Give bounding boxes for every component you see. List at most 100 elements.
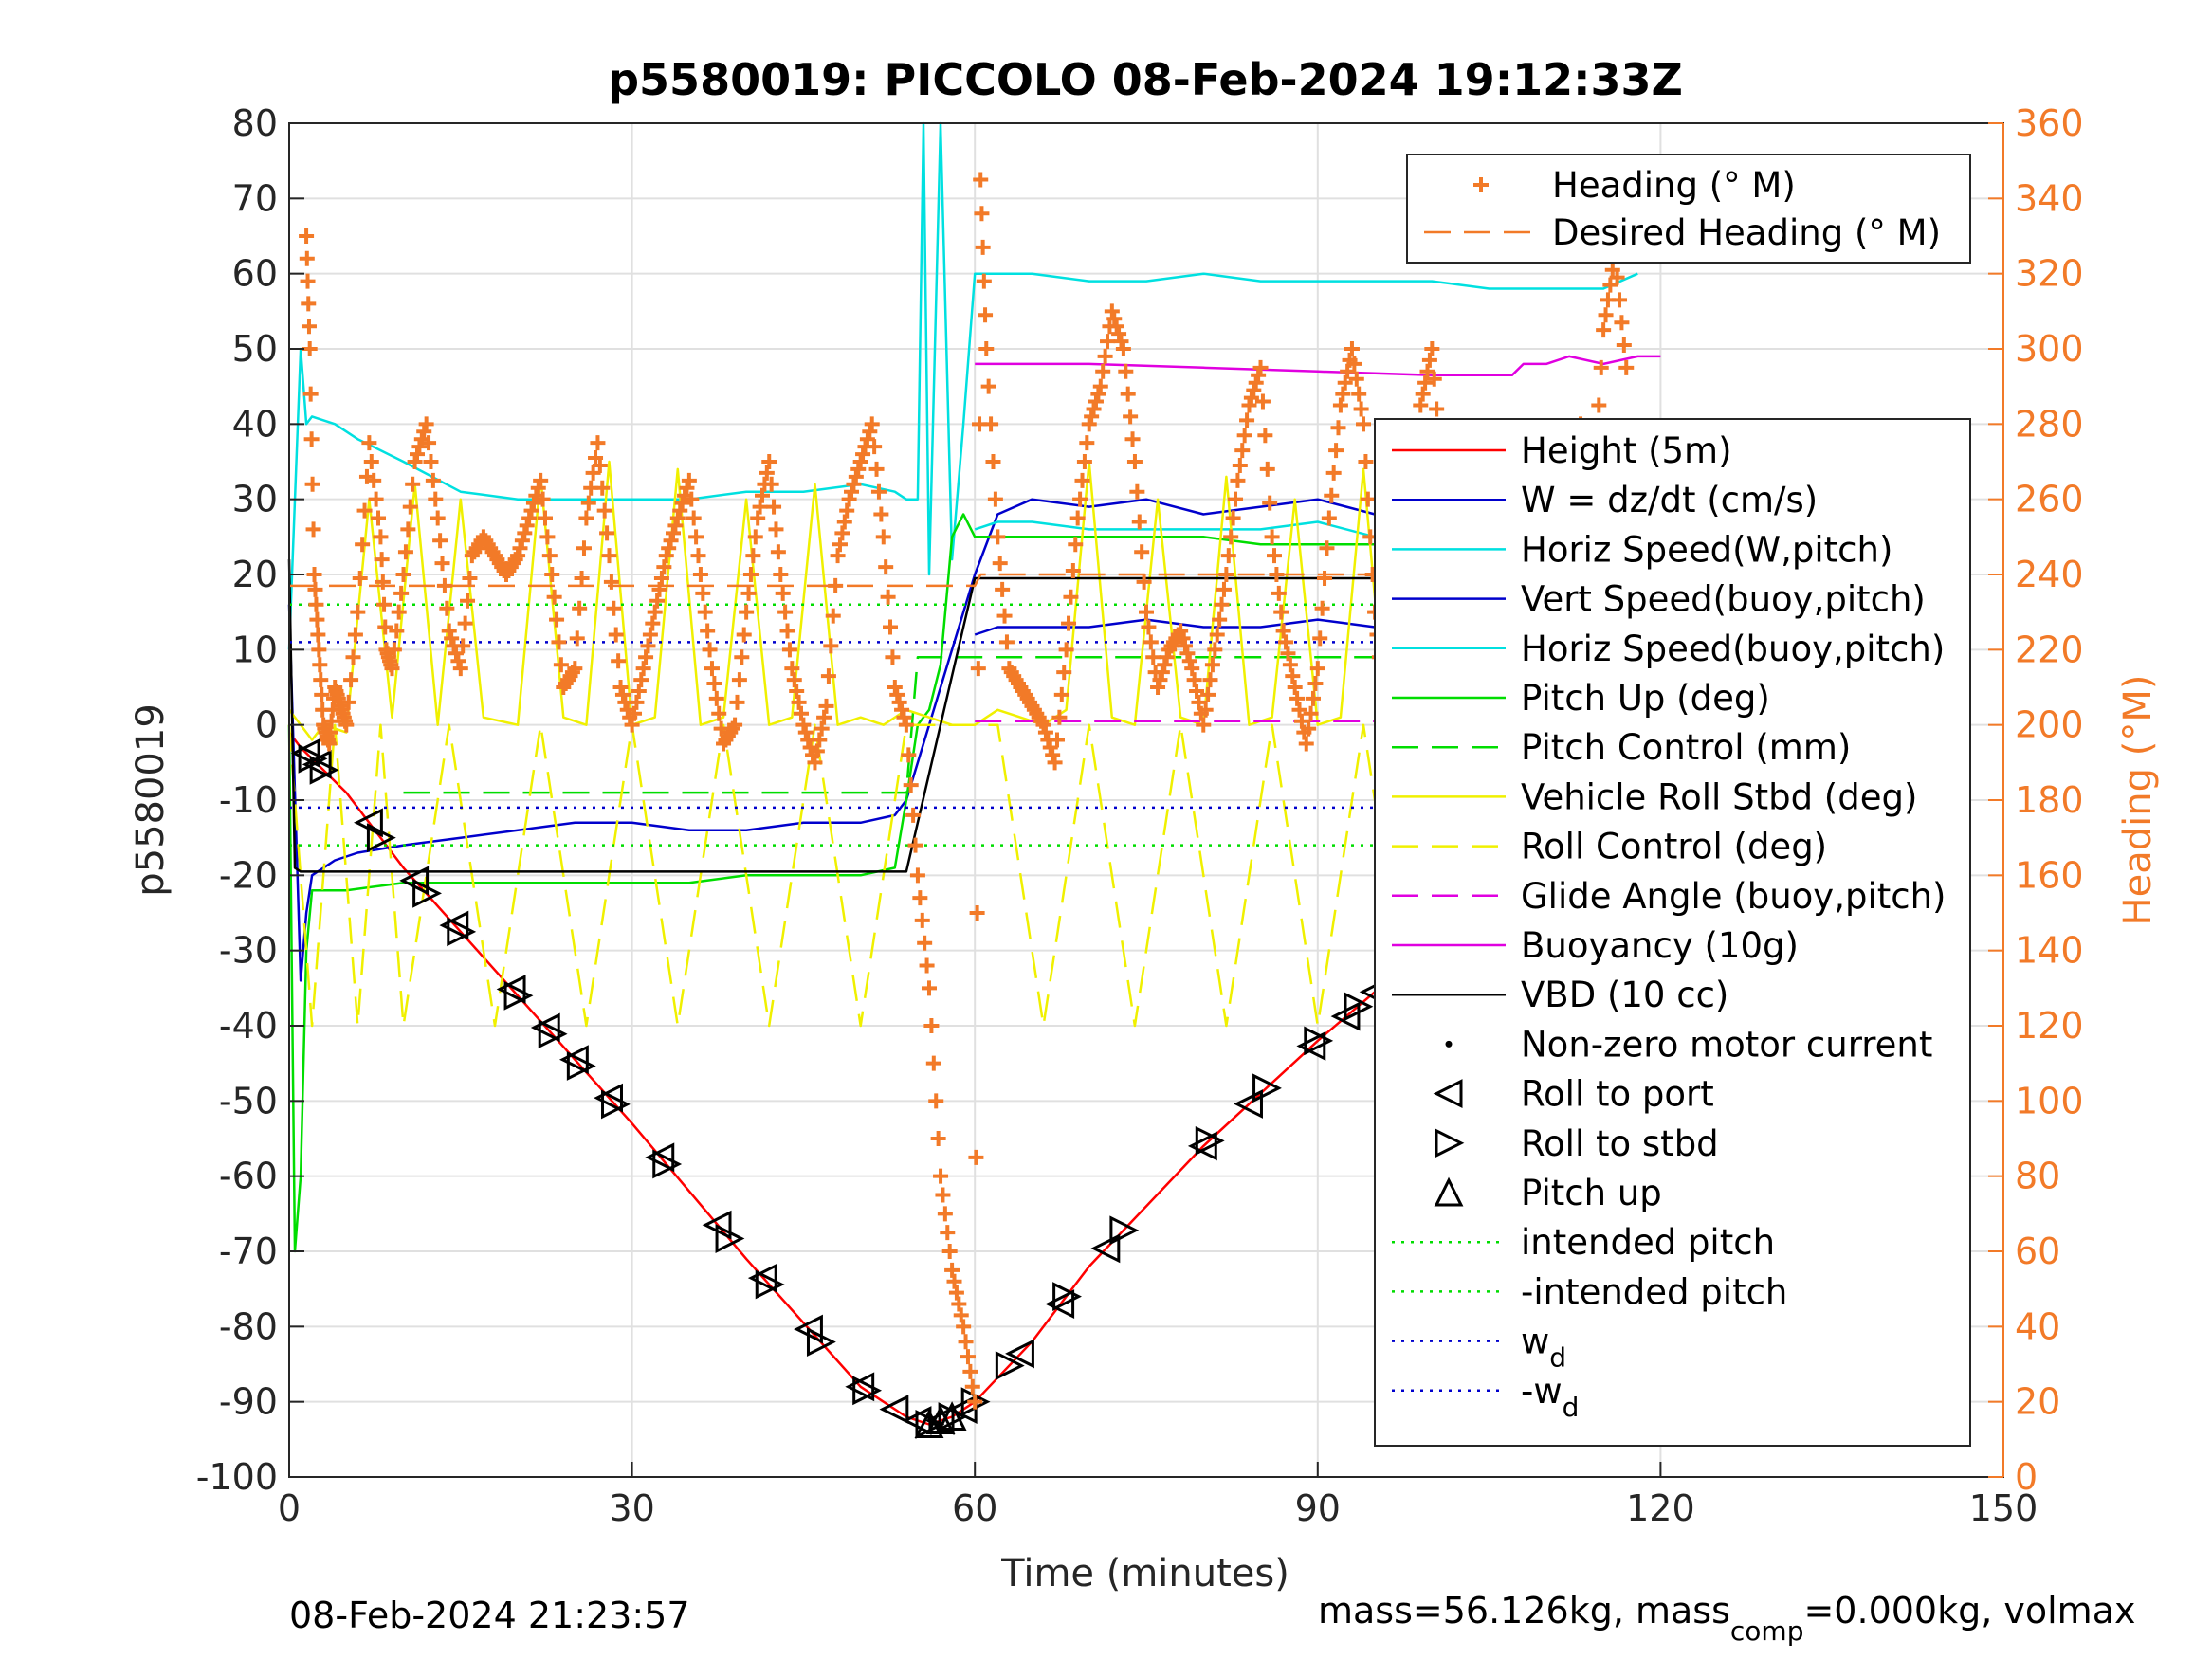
y-tick-label: -80: [219, 1305, 278, 1347]
heading-plus-marker: [1129, 483, 1145, 500]
heading-plus-marker: [672, 502, 688, 519]
heading-plus-marker: [873, 506, 889, 522]
roll-stbd-marker: [1304, 1026, 1334, 1056]
heading-plus-marker: [976, 273, 992, 289]
heading-plus-marker: [1068, 537, 1084, 553]
heading-plus-marker: [960, 1349, 976, 1365]
y-right-tick-label: 280: [2015, 403, 2084, 445]
heading-plus-marker: [374, 552, 390, 568]
heading-plus-marker: [956, 1319, 972, 1335]
heading-plus-marker: [311, 642, 327, 658]
heading-plus-marker: [941, 1244, 958, 1259]
heading-plus-marker: [397, 544, 413, 560]
heading-plus-marker: [1150, 680, 1166, 695]
heading-plus-marker: [313, 672, 329, 688]
heading-plus-marker: [642, 627, 658, 643]
heading-plus-marker: [969, 905, 985, 921]
heading-plus-marker: [770, 544, 786, 560]
heading-plus-marker: [450, 653, 466, 669]
heading-plus-marker: [948, 1285, 964, 1301]
y-tick-label: 80: [232, 102, 278, 144]
heading-plus-marker: [740, 585, 757, 601]
heading-plus-marker: [755, 487, 771, 503]
heading-plus-marker: [953, 1307, 969, 1323]
heading-plus-marker: [510, 548, 526, 564]
y-tick-label: 0: [255, 704, 278, 746]
heading-plus-marker: [846, 476, 862, 492]
heading-plus-marker: [974, 206, 990, 222]
heading-plus-marker: [656, 559, 672, 575]
roll-port-marker: [290, 738, 320, 768]
heading-plus-marker: [569, 630, 585, 647]
heading-plus-marker: [1415, 386, 1431, 402]
heading-plus-marker: [578, 510, 594, 526]
heading-plus-marker: [839, 502, 855, 519]
heading-plus-marker: [1239, 412, 1255, 428]
x-tick-label: 120: [1626, 1487, 1695, 1529]
heading-plus-marker: [894, 702, 910, 718]
heading-plus-marker: [875, 529, 891, 545]
heading-plus-marker: [1200, 686, 1216, 702]
heading-plus-marker: [880, 589, 896, 605]
heading-plus-marker: [830, 548, 846, 564]
heading-plus-marker: [745, 548, 761, 564]
heading-plus-marker: [1061, 615, 1077, 631]
heading-plus-marker: [868, 461, 885, 477]
roll-stbd-marker: [1195, 1125, 1225, 1156]
heading-plus-marker: [1212, 611, 1228, 628]
heading-plus-marker: [786, 672, 802, 688]
heading-plus-marker: [1086, 401, 1102, 417]
series-roll-control-deg: [287, 723, 1661, 1028]
heading-plus-marker: [299, 250, 315, 266]
heading-plus-marker: [347, 627, 363, 643]
heading-plus-marker: [592, 457, 608, 473]
heading-plus-marker: [1426, 371, 1442, 387]
heading-plus-marker: [951, 1296, 967, 1312]
heading-plus-marker: [1280, 646, 1296, 662]
main-legend-label: Pitch Control (mm): [1521, 727, 1851, 768]
heading-plus-marker: [1351, 386, 1367, 402]
heading-plus-marker: [299, 228, 315, 244]
heading-plus-marker: [766, 499, 782, 515]
heading-plus-marker: [852, 454, 868, 469]
heading-plus-marker: [980, 378, 996, 394]
heading-plus-marker: [844, 483, 860, 500]
heading-plus-marker: [674, 495, 690, 511]
heading-plus-marker: [930, 1131, 946, 1146]
heading-plus-marker: [1236, 428, 1252, 444]
heading-plus-marker: [779, 623, 795, 639]
heading-plus-marker: [541, 548, 558, 564]
heading-plus-marker: [1035, 717, 1051, 733]
heading-plus-marker: [1216, 581, 1232, 597]
main-legend-label: wd: [1521, 1322, 1566, 1374]
heading-plus-marker: [742, 567, 759, 582]
heading-plus-marker: [1181, 653, 1197, 669]
heading-plus-marker: [933, 1168, 949, 1184]
main-legend-label: -wd: [1521, 1371, 1579, 1423]
y-right-axis-ticks: 3603403203002802602402202001801601401201…: [1988, 102, 2084, 1498]
heading-plus-marker: [987, 491, 1003, 507]
heading-plus-marker: [731, 672, 747, 688]
heading-plus-marker: [1157, 657, 1173, 673]
heading-plus-marker: [460, 592, 476, 609]
heading-plus-marker: [395, 567, 411, 582]
heading-plus-marker: [535, 491, 551, 507]
pitch-up-marker: [937, 1401, 967, 1431]
heading-plus-marker: [1139, 604, 1154, 620]
roll-port-marker: [1005, 1339, 1034, 1369]
heading-plus-marker: [985, 454, 1001, 469]
heading-plus-marker: [1090, 386, 1106, 402]
heading-plus-marker: [430, 510, 446, 526]
heading-plus-marker: [306, 567, 322, 582]
heading-plus-marker: [708, 690, 724, 706]
x-tick-label: 150: [1969, 1487, 2038, 1529]
y-right-tick-label: 60: [2015, 1231, 2060, 1272]
heading-plus-marker: [773, 567, 789, 582]
y-tick-label: 70: [232, 177, 278, 219]
heading-plus-marker: [1214, 596, 1230, 612]
heading-plus-marker: [704, 661, 720, 677]
heading-plus-marker: [307, 581, 323, 597]
heading-plus-marker: [432, 533, 448, 549]
roll-stbd-marker: [1344, 992, 1374, 1022]
heading-plus-marker: [371, 510, 387, 526]
